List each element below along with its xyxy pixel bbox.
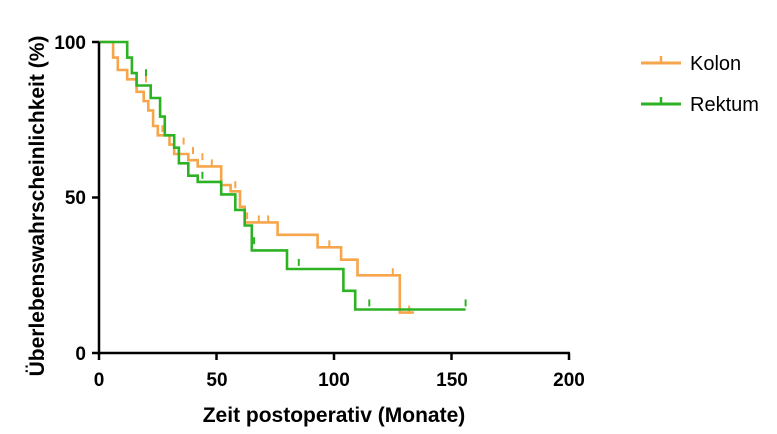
series-line-rektum — [99, 40, 466, 311]
x-tick-label-150: 150 — [436, 370, 468, 391]
axis-ticks — [92, 40, 571, 360]
series-line-kolon — [99, 40, 414, 314]
legend: Kolon Rektum — [641, 53, 759, 116]
x-tick-label-0: 0 — [94, 370, 105, 391]
legend-label-kolon: Kolon — [690, 53, 741, 75]
x-axis-title: Zeit postoperativ (Monate) — [203, 404, 466, 427]
plot-area — [99, 40, 467, 314]
legend-item-rektum: Rektum — [641, 94, 759, 116]
y-tick-label-100: 100 — [54, 33, 86, 54]
x-tick-label-100: 100 — [318, 370, 350, 391]
x-tick-label-50: 50 — [206, 370, 227, 391]
y-tick-label-50: 50 — [65, 188, 86, 209]
y-tick-label-0: 0 — [75, 344, 86, 365]
legend-item-kolon: Kolon — [641, 53, 741, 75]
legend-label-rektum: Rektum — [690, 94, 759, 116]
y-axis-title: Überlebenswahrscheinlichkeit (%) — [26, 36, 49, 377]
x-tick-label-200: 200 — [553, 370, 585, 391]
